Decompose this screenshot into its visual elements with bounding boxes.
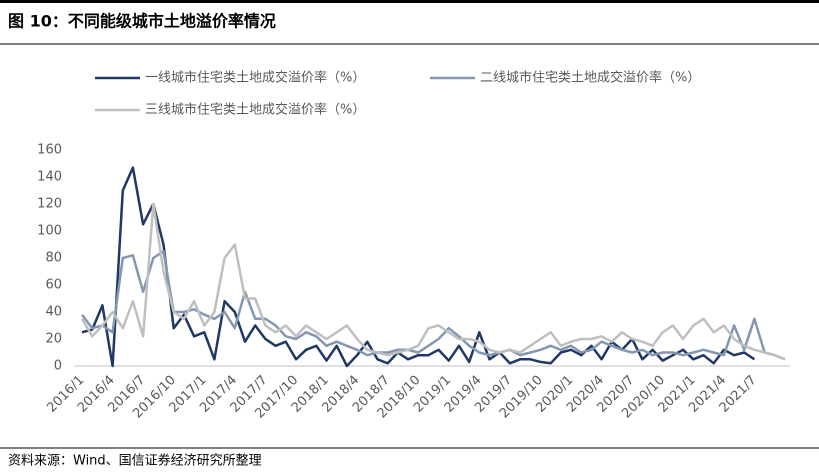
line-series: [81, 166, 756, 368]
y-tick-label: 100: [37, 224, 62, 239]
y-tick-label: 160: [37, 143, 62, 158]
source: 资料来源：Wind、国信证券经济研究所整理: [8, 453, 262, 469]
line-series: [80, 202, 786, 361]
chart-title: 图 10：不同能级城市土地溢价率情况: [8, 12, 276, 31]
y-tick-label: 140: [37, 170, 62, 185]
y-tick-label: 0: [54, 359, 62, 374]
legend-label: 三线城市住宅类土地成交溢价率（%）: [145, 102, 365, 118]
y-tick-label: 40: [45, 305, 62, 320]
y-tick-label: 20: [45, 332, 62, 347]
line-series: [81, 250, 786, 361]
y-tick-label: 80: [45, 251, 62, 266]
legend-label: 二线城市住宅类土地成交溢价率（%）: [480, 70, 700, 86]
legend-label: 一线城市住宅类土地成交溢价率（%）: [145, 70, 365, 86]
y-tick-label: 60: [45, 278, 62, 293]
top-rule: [0, 0, 819, 3]
y-tick-label: 120: [37, 197, 62, 212]
